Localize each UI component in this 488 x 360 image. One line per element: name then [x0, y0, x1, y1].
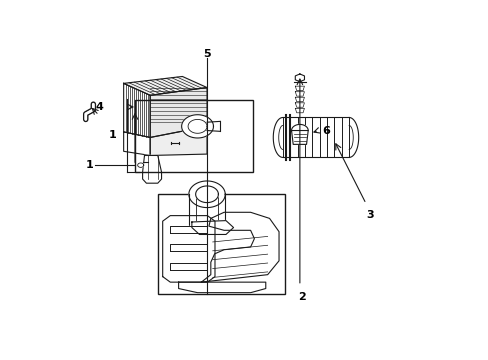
Text: 3: 3	[366, 210, 373, 220]
Polygon shape	[195, 186, 218, 203]
Text: 1: 1	[85, 160, 93, 170]
Polygon shape	[138, 163, 143, 167]
Text: 2: 2	[297, 292, 305, 302]
Polygon shape	[123, 84, 150, 138]
Polygon shape	[150, 126, 206, 156]
Polygon shape	[170, 263, 207, 270]
Polygon shape	[191, 221, 233, 234]
Polygon shape	[142, 156, 161, 183]
Polygon shape	[170, 226, 207, 233]
Polygon shape	[201, 212, 279, 282]
Polygon shape	[150, 87, 206, 138]
Polygon shape	[295, 108, 304, 113]
Bar	[135, 100, 252, 172]
Polygon shape	[170, 244, 207, 251]
Text: 5: 5	[203, 49, 210, 59]
Polygon shape	[273, 117, 282, 157]
Polygon shape	[295, 103, 304, 107]
Polygon shape	[123, 132, 150, 156]
Polygon shape	[295, 86, 304, 91]
Polygon shape	[295, 74, 304, 82]
Polygon shape	[291, 131, 307, 144]
Polygon shape	[295, 92, 304, 96]
Polygon shape	[291, 125, 307, 131]
Polygon shape	[181, 115, 213, 138]
Polygon shape	[295, 97, 304, 102]
Polygon shape	[163, 216, 215, 282]
Polygon shape	[123, 76, 206, 95]
Polygon shape	[188, 181, 225, 208]
Polygon shape	[178, 282, 265, 293]
Polygon shape	[188, 120, 206, 133]
Text: 6: 6	[322, 126, 330, 135]
Text: 4: 4	[95, 102, 103, 112]
Text: 1: 1	[108, 130, 116, 140]
Bar	[158, 194, 284, 294]
Polygon shape	[348, 117, 358, 157]
